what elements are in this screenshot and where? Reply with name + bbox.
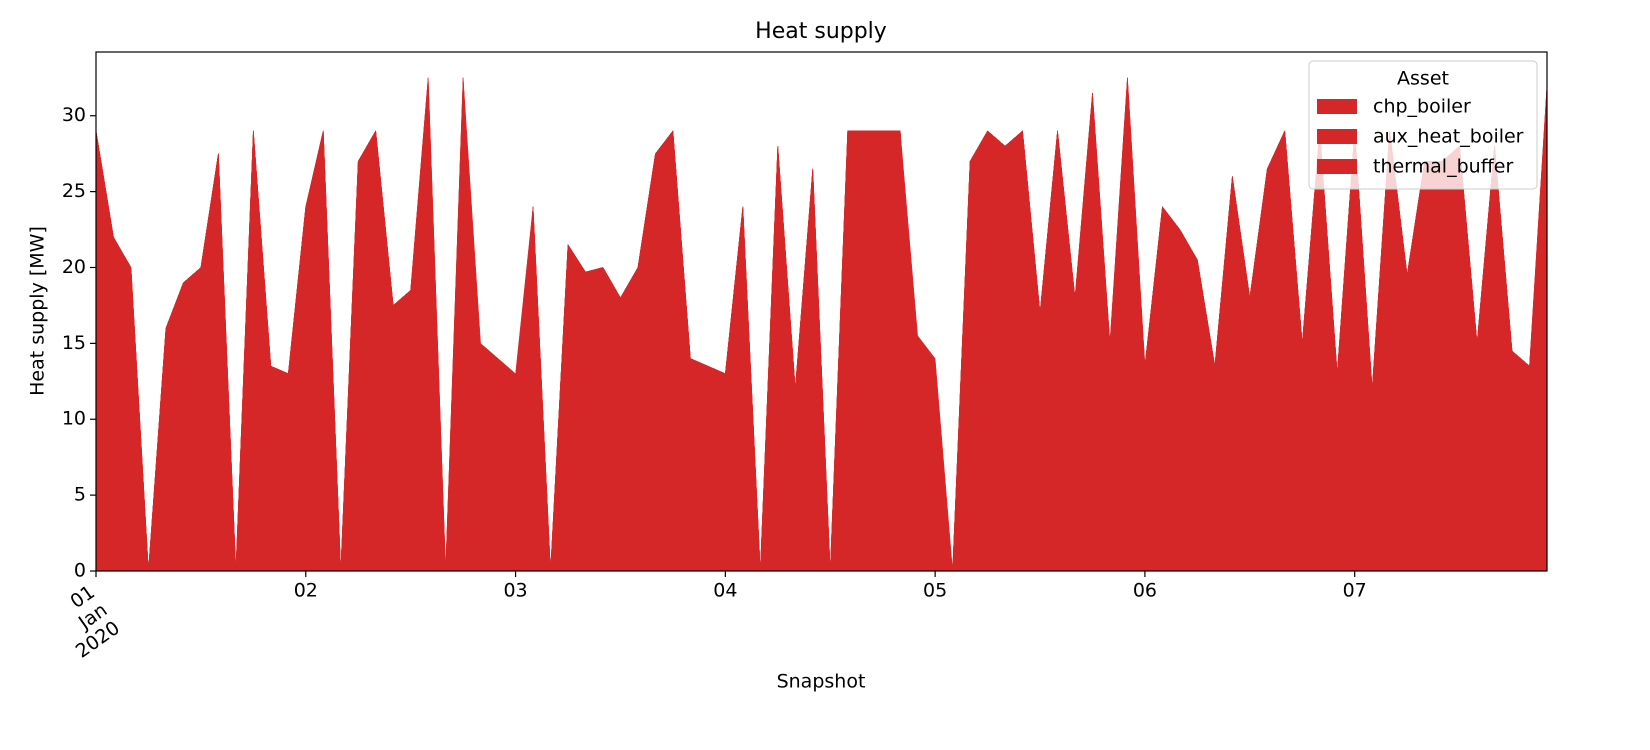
y-tick-label: 25 <box>62 180 86 202</box>
y-tick-label: 15 <box>62 332 86 354</box>
x-tick-label: 07 <box>1343 580 1367 602</box>
plot-frame <box>95 51 1548 572</box>
x-tick-label: 03 <box>503 580 527 602</box>
x-tick-label: 01Jan2020 <box>47 581 124 663</box>
legend-box <box>1308 60 1538 190</box>
y-tick-label: 10 <box>62 408 86 430</box>
chart-title: Heat supply <box>755 19 887 44</box>
y-tick-label: 30 <box>62 104 86 126</box>
x-tick-label: 04 <box>713 580 737 602</box>
y-tick-label: 20 <box>62 256 86 278</box>
legend-swatch <box>1317 159 1357 174</box>
y-tick-label: 5 <box>74 484 86 506</box>
x-tick-label: 05 <box>923 580 947 602</box>
x-tick-label: 06 <box>1133 580 1157 602</box>
y-axis-label: Heat supply [MW] <box>27 226 49 396</box>
legend-label: aux_heat_boiler <box>1373 126 1524 148</box>
x-tick-label: 02 <box>294 580 318 602</box>
x-axis-label: Snapshot <box>777 671 866 693</box>
legend-swatch <box>1317 99 1357 114</box>
area <box>95 129 1548 572</box>
legend-swatch <box>1317 129 1357 144</box>
y-tick-label: 0 <box>74 560 86 582</box>
legend-title: Asset <box>1397 68 1449 90</box>
legend-label: chp_boiler <box>1373 96 1471 118</box>
legend-label: thermal_buffer <box>1373 156 1513 178</box>
